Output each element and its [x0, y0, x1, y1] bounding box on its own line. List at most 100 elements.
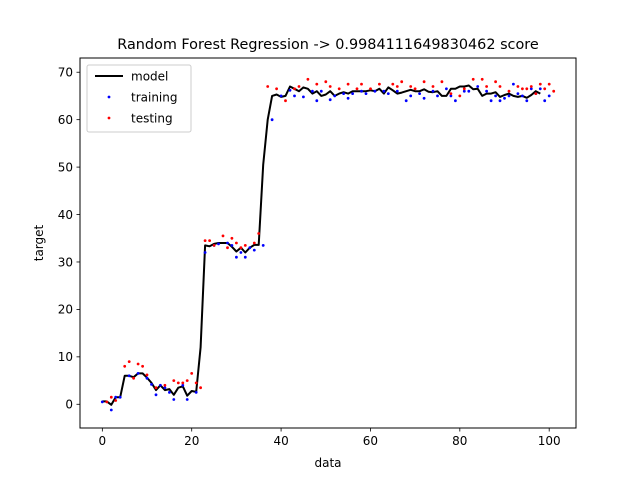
- training-point: [328, 98, 332, 102]
- training-point: [418, 92, 421, 95]
- testing-point: [109, 395, 113, 399]
- testing-point: [284, 99, 287, 103]
- training-point: [431, 89, 435, 93]
- testing-point: [462, 87, 466, 91]
- x-axis-label: data: [314, 456, 341, 470]
- testing-point: [105, 400, 109, 404]
- training-point: [360, 89, 363, 93]
- training-point: [261, 244, 265, 247]
- x-tick-label: 60: [363, 434, 378, 448]
- testing-point: [346, 82, 350, 86]
- testing-point: [378, 82, 381, 86]
- testing-point: [190, 372, 194, 375]
- training-point: [409, 94, 413, 98]
- legend-model-label: model: [131, 70, 168, 84]
- testing-point: [538, 82, 542, 86]
- testing-point: [226, 246, 229, 250]
- testing-point: [328, 85, 332, 88]
- testing-point: [400, 80, 404, 84]
- training-point: [288, 88, 292, 92]
- testing-point: [543, 87, 547, 91]
- training-point: [168, 391, 171, 394]
- y-tick-label: 10: [58, 350, 73, 364]
- testing-point: [154, 386, 158, 390]
- training-point: [154, 393, 158, 397]
- training-point: [279, 94, 283, 98]
- training-point: [507, 94, 511, 98]
- x-tick-label: 80: [452, 434, 467, 448]
- training-point: [364, 92, 368, 95]
- axes-frame: [79, 57, 577, 429]
- y-tick-label: 20: [58, 303, 73, 317]
- training-point: [547, 94, 551, 98]
- training-point: [203, 251, 207, 254]
- training-point: [449, 94, 453, 98]
- testing-point: [525, 87, 529, 91]
- training-point: [498, 99, 502, 103]
- y-axis: 0 10 20 30 40 50 60 70: [58, 66, 80, 412]
- training-point: [226, 241, 229, 245]
- training-point: [118, 395, 122, 399]
- x-tick-label: 40: [273, 434, 288, 448]
- y-tick-label: 70: [58, 66, 73, 80]
- x-tick-label: 20: [184, 434, 199, 448]
- training-point: [436, 94, 439, 98]
- training-point: [109, 408, 113, 412]
- training-point: [136, 372, 140, 375]
- testing-point: [534, 92, 538, 95]
- testing-point: [141, 364, 145, 368]
- training-point: [373, 89, 377, 93]
- testing-point: [369, 87, 372, 91]
- training-point: [252, 248, 256, 252]
- training-point: [538, 87, 542, 91]
- training-point: [172, 398, 176, 401]
- legend-box: [86, 64, 192, 133]
- testing-point: [337, 87, 341, 91]
- training-point: [235, 255, 238, 259]
- testing-point: [498, 85, 502, 88]
- testing-point: [409, 85, 413, 88]
- y-tick-label: 50: [58, 160, 73, 174]
- testing-point: [127, 360, 131, 363]
- x-axis: 0 20 40 60 80 100: [99, 428, 561, 448]
- training-point: [525, 99, 529, 103]
- y-tick-label: 40: [58, 208, 73, 222]
- training-point: [462, 89, 466, 93]
- training-point: [386, 92, 390, 95]
- testing-point: [507, 89, 511, 93]
- testing-point: [114, 399, 118, 402]
- testing-point: [212, 244, 216, 247]
- testing-point: [239, 246, 243, 250]
- testing-point: [275, 87, 278, 91]
- testing-point: [297, 85, 301, 88]
- testing-point: [360, 82, 363, 86]
- testing-point: [324, 80, 328, 84]
- y-tick-label: 30: [58, 255, 73, 269]
- training-point: [445, 87, 448, 91]
- testing-point: [230, 236, 234, 240]
- training-point: [467, 89, 471, 93]
- testing-point: [521, 87, 524, 91]
- training-point: [382, 89, 386, 93]
- legend-training-swatch: [107, 95, 111, 99]
- testing-point: [458, 94, 462, 98]
- y-axis-label: target: [32, 224, 46, 261]
- training-point: [302, 95, 305, 99]
- testing-point: [422, 80, 426, 84]
- testing-point: [252, 241, 256, 245]
- testing-point: [132, 376, 136, 380]
- training-point: [239, 251, 243, 254]
- training-point: [163, 386, 167, 390]
- training-point: [342, 92, 345, 95]
- training-point: [311, 89, 314, 93]
- testing-point: [293, 87, 296, 91]
- testing-point: [547, 82, 551, 86]
- training-point: [159, 383, 162, 387]
- training-point: [100, 400, 104, 404]
- testing-point: [431, 85, 435, 88]
- training-point: [454, 99, 457, 103]
- testing-point: [306, 77, 310, 81]
- model-line: [102, 84, 541, 406]
- testing-point: [552, 89, 556, 93]
- training-point: [217, 242, 220, 246]
